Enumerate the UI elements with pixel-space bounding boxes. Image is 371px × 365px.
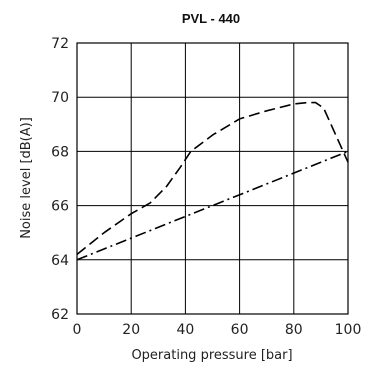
grid xyxy=(77,43,348,314)
series-line-dashdot xyxy=(76,150,349,261)
y-tick-label: 62 xyxy=(51,307,69,323)
plot-frame xyxy=(76,42,349,315)
x-tick-label: 100 xyxy=(335,322,362,338)
series-lines xyxy=(76,101,349,261)
x-tick-label: 60 xyxy=(231,322,249,338)
x-tick-label: 80 xyxy=(285,322,303,338)
y-tick-label: 72 xyxy=(51,36,69,52)
y-tick-labels: 62 64 66 68 70 72 xyxy=(51,36,69,323)
y-tick-label: 66 xyxy=(51,199,69,215)
x-axis-label: Operating pressure [bar] xyxy=(131,348,292,363)
x-tick-label: 0 xyxy=(73,322,82,338)
series-line-dashed xyxy=(76,101,349,256)
y-tick-label: 68 xyxy=(51,144,69,160)
y-axis-label: Noise level [dB(A)] xyxy=(19,117,34,239)
x-tick-label: 20 xyxy=(122,322,140,338)
x-tick-label: 40 xyxy=(176,322,194,338)
chart-title: PVL - 440 xyxy=(182,11,240,26)
y-tick-label: 70 xyxy=(51,90,69,106)
x-tick-labels: 0 20 40 60 80 100 xyxy=(73,322,362,338)
y-tick-label: 64 xyxy=(51,253,69,269)
